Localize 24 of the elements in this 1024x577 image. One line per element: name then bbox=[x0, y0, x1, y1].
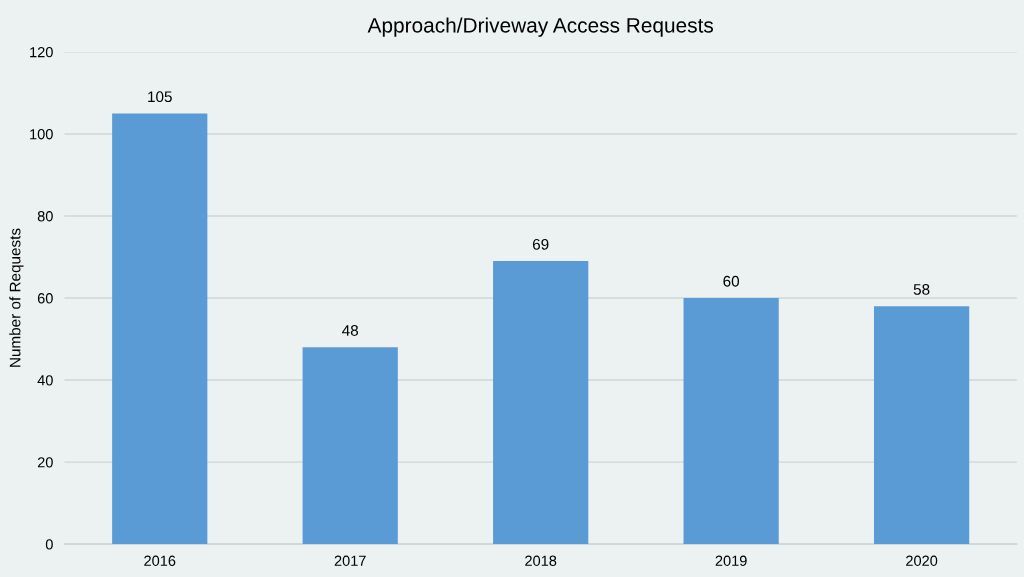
x-tick-label: 2016 bbox=[144, 555, 176, 566]
x-tick-label: 2018 bbox=[525, 555, 557, 566]
x-tick-label: 2020 bbox=[906, 555, 938, 566]
data-label: 48 bbox=[342, 325, 359, 336]
data-label: 69 bbox=[532, 238, 549, 250]
y-tick-label: 60 bbox=[37, 293, 53, 304]
data-label: 60 bbox=[723, 275, 740, 287]
y-tick-label: 20 bbox=[37, 457, 53, 468]
bar bbox=[302, 347, 398, 545]
x-tick-label: 2019 bbox=[715, 555, 747, 566]
y-tick-label: 40 bbox=[37, 375, 53, 386]
y-tick-label: 120 bbox=[30, 47, 53, 58]
bar bbox=[873, 306, 970, 545]
bar bbox=[112, 113, 208, 545]
y-tick-label: 0 bbox=[45, 539, 53, 550]
data-label: 105 bbox=[148, 91, 172, 103]
data-label: 58 bbox=[913, 284, 930, 295]
y-tick-label: 100 bbox=[30, 129, 53, 140]
chart-title: Approach/Driveway Access Requests bbox=[367, 17, 714, 37]
y-tick-label: 80 bbox=[37, 211, 53, 222]
x-tick-label: 2017 bbox=[334, 555, 366, 566]
y-axis-title: Number of Requests bbox=[9, 228, 24, 367]
bar bbox=[493, 261, 589, 545]
bar bbox=[683, 298, 779, 545]
